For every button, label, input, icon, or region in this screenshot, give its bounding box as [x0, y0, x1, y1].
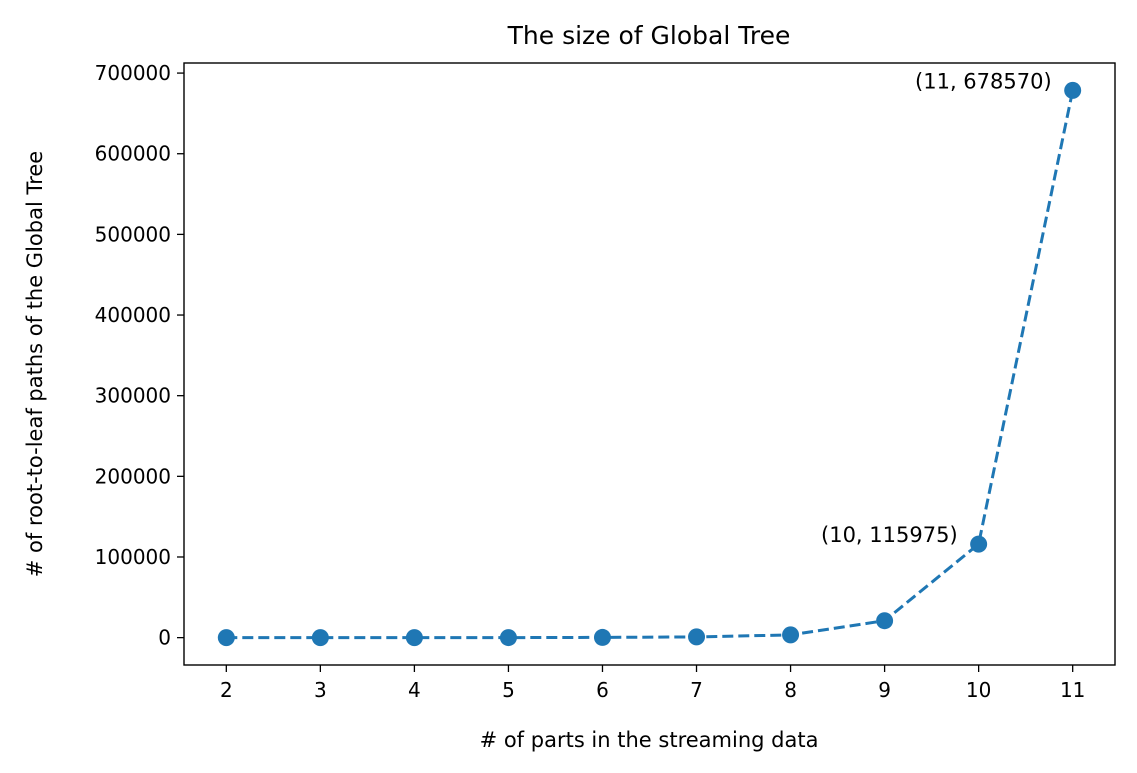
data-point [876, 612, 894, 630]
data-point [311, 629, 329, 647]
x-tick-label: 5 [502, 678, 515, 702]
x-tick-label: 9 [878, 678, 891, 702]
data-annotation: (10, 115975) [821, 523, 958, 547]
y-tick-label: 300000 [95, 384, 171, 408]
data-point [499, 629, 517, 647]
data-annotation: (11, 678570) [915, 69, 1052, 93]
y-tick-label: 400000 [95, 303, 171, 327]
y-tick-label: 700000 [95, 61, 171, 85]
x-tick-label: 6 [596, 678, 609, 702]
series-line [226, 90, 1075, 640]
x-tick-label: 7 [690, 678, 703, 702]
y-tick-label: 100000 [95, 545, 171, 569]
chart-title: The size of Global Tree [507, 21, 791, 50]
y-tick-label: 0 [158, 626, 171, 650]
data-point [593, 628, 611, 646]
data-point [1064, 81, 1082, 99]
plot-area: 2 3 4 5 6 7 8 9 10 11 0 100000 200000 300000 400000 500… [95, 61, 1116, 702]
x-tick-label: 3 [314, 678, 327, 702]
data-point [405, 629, 423, 647]
x-tick-label: 10 [966, 678, 991, 702]
data-point [217, 629, 235, 647]
y-axis-label: # of root-to-leaf paths of the Global Tr… [23, 151, 47, 577]
data-point [782, 626, 800, 644]
x-tick-label: 8 [784, 678, 797, 702]
x-axis-label: # of parts in the streaming data [480, 728, 819, 752]
x-tick-label: 2 [220, 678, 233, 702]
x-tick-label: 4 [408, 678, 421, 702]
plot-frame [183, 62, 1116, 666]
y-tick-label: 500000 [95, 222, 171, 246]
data-point [688, 628, 706, 646]
x-tick-label: 11 [1060, 678, 1085, 702]
y-tick-label: 200000 [95, 464, 171, 488]
data-point [970, 535, 988, 553]
y-tick-label: 600000 [95, 142, 171, 166]
